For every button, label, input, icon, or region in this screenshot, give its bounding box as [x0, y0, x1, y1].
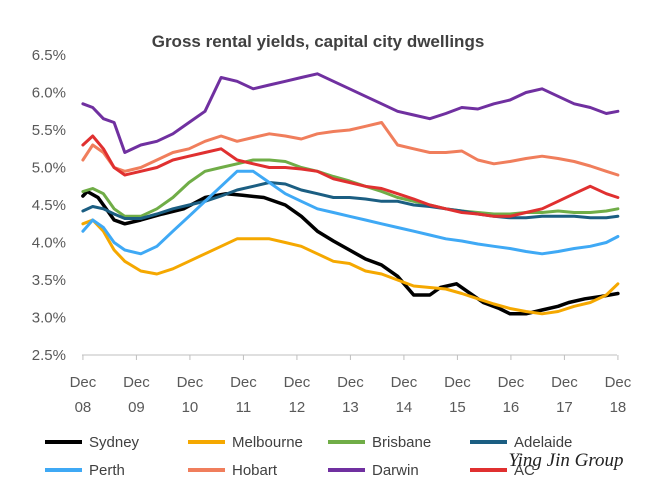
y-tick-label: 6.0%: [32, 85, 66, 102]
x-tick-year: 14: [396, 399, 413, 416]
x-tick-month: Dec: [284, 374, 311, 391]
series-line-melbourne: [81, 218, 620, 316]
legend-label-brisbane: Brisbane: [372, 434, 431, 451]
y-tick-label: 6.5%: [32, 47, 66, 64]
x-tick-month: Dec: [230, 374, 257, 391]
x-tick-year: 12: [289, 399, 306, 416]
x-tick-year: 08: [75, 399, 92, 416]
chart-title: Gross rental yields, capital city dwelli…: [152, 32, 485, 51]
x-axis: Dec 08 Dec 09 Dec 10 Dec 11 Dec 12 Dec 13 Dec 14 Dec 15…: [70, 355, 632, 416]
x-tick-month: Dec: [123, 374, 150, 391]
y-tick-label: 3.0%: [32, 310, 66, 327]
x-tick-month: Dec: [551, 374, 578, 391]
series-line-hobart: [81, 121, 620, 177]
legend-label-adelaide: Adelaide: [514, 434, 572, 451]
series-line-darwin: [81, 72, 620, 154]
x-tick-year: 16: [503, 399, 520, 416]
x-tick-month: Dec: [391, 374, 418, 391]
x-tick-year: 17: [556, 399, 573, 416]
series-lines: [81, 72, 620, 316]
x-tick-year: 13: [342, 399, 359, 416]
watermark: Ying Jin Group: [508, 450, 623, 471]
y-tick-label: 5.0%: [32, 160, 66, 177]
x-tick-year: 09: [128, 399, 145, 416]
x-tick-month: Dec: [605, 374, 632, 391]
x-tick-month: Dec: [177, 374, 204, 391]
y-tick-label: 4.0%: [32, 235, 66, 252]
series-line-act: [81, 134, 620, 218]
legend-label-perth: Perth: [89, 462, 125, 479]
y-tick-label: 2.5%: [32, 347, 66, 364]
x-tick-month: Dec: [70, 374, 97, 391]
legend-label-sydney: Sydney: [89, 434, 140, 451]
legend: Sydney Melbourne Brisbane Adelaide Perth Hoba…: [45, 434, 572, 479]
legend-label-darwin: Darwin: [372, 462, 419, 479]
legend-label-act: AC: [514, 462, 535, 479]
x-tick-month: Dec: [498, 374, 525, 391]
series-line-perth: [81, 169, 620, 256]
series-line-brisbane: [81, 158, 620, 218]
x-tick-year: 10: [182, 399, 199, 416]
x-tick-year: 11: [236, 399, 252, 416]
legend-label-melbourne: Melbourne: [232, 434, 303, 451]
y-axis: 2.5% 3.0% 3.5% 4.0% 4.5% 5.0% 5.5% 6.0% 6.5%: [32, 47, 66, 364]
x-tick-month: Dec: [444, 374, 471, 391]
legend-label-hobart: Hobart: [232, 462, 278, 479]
y-tick-label: 5.5%: [32, 122, 66, 139]
x-tick-month: Dec: [337, 374, 364, 391]
y-tick-label: 3.5%: [32, 272, 66, 289]
series-line-adelaide: [81, 181, 620, 220]
x-tick-year: 15: [449, 399, 466, 416]
y-tick-label: 4.5%: [32, 197, 66, 214]
x-tick-year: 18: [610, 399, 627, 416]
